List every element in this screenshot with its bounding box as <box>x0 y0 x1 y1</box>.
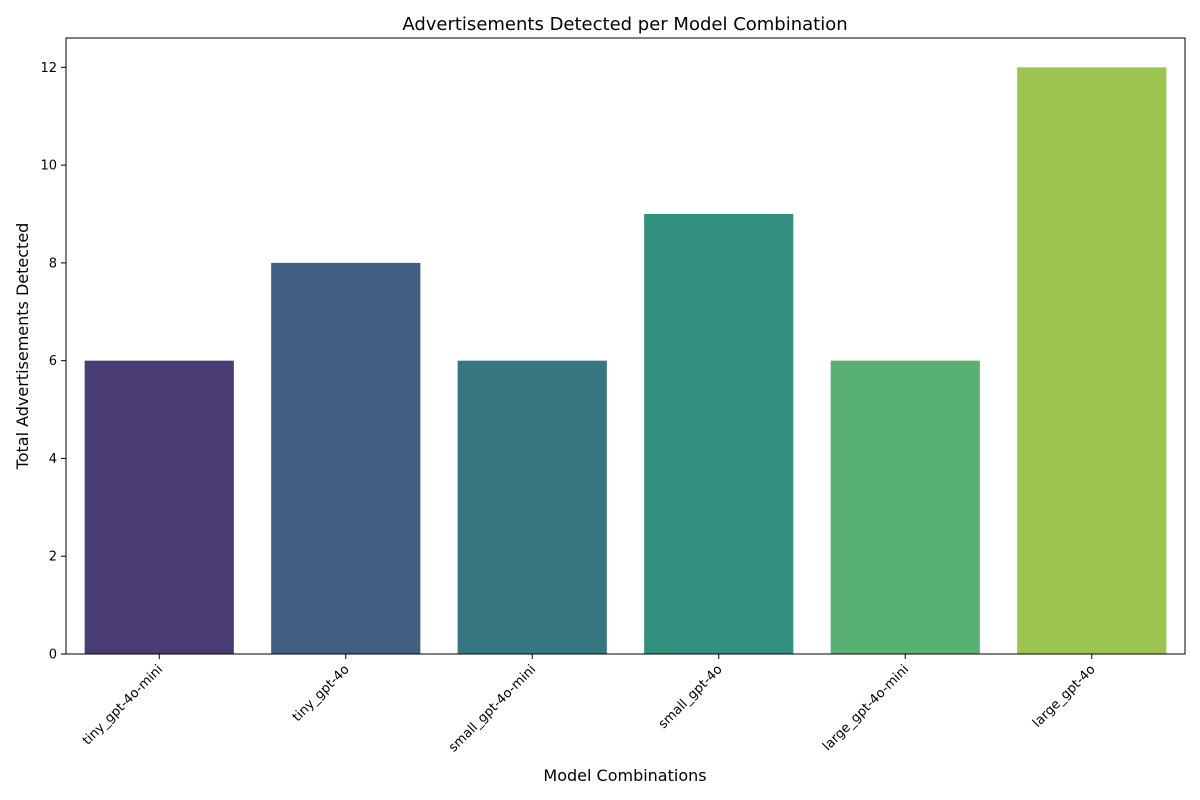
bar-tiny_gpt-4o <box>271 262 421 654</box>
y-tick-label: 6 <box>49 354 57 369</box>
bar-large_gpt-4o-mini <box>830 360 980 654</box>
y-axis-ticks: 0 2 4 6 8 10 12 <box>40 61 66 663</box>
y-tick-label: 2 <box>49 550 57 565</box>
chart-title: Advertisements Detected per Model Combin… <box>402 14 847 35</box>
bar-small_gpt-4o <box>644 214 794 654</box>
x-axis-label: Model Combinations <box>543 766 706 785</box>
bar-small_gpt-4o-mini <box>457 360 607 654</box>
y-tick-label: 4 <box>49 452 57 467</box>
y-tick-label: 8 <box>49 256 57 271</box>
bar-tiny_gpt-4o-mini <box>84 360 234 654</box>
y-tick-label: 12 <box>40 61 57 76</box>
bar-large_gpt-4o <box>1017 67 1167 654</box>
y-tick-label: 10 <box>40 159 57 174</box>
y-tick-label: 0 <box>49 648 57 663</box>
plot-frame <box>65 37 1186 655</box>
y-axis-label: Total Advertisements Detected <box>13 223 32 471</box>
bars-group <box>84 67 1167 654</box>
